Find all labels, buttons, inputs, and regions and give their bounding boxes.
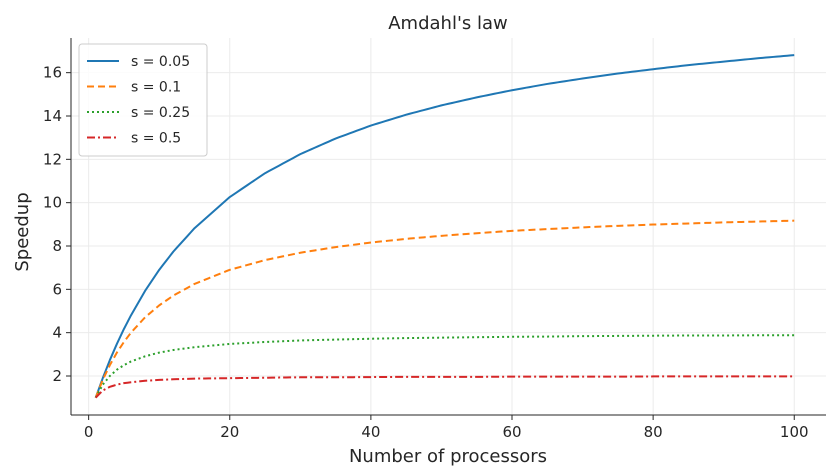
y-tick-label: 12 [43, 150, 62, 168]
grid-layer [71, 38, 826, 415]
y-axis-ticks: 2 4 6 8 10 12 14 16 [43, 64, 71, 385]
x-axis-ticks: 0 20 40 60 80 100 [84, 415, 809, 441]
legend-label: s = 0.05 [131, 54, 190, 70]
series-line [94, 334, 795, 399]
x-tick-label: 100 [780, 423, 809, 441]
axes-layer [70, 38, 826, 416]
x-axis-label: Number of processors [349, 446, 547, 467]
y-axis-label: Speedup [12, 192, 33, 271]
legend-label: s = 0.5 [131, 131, 181, 147]
legend-label: s = 0.1 [131, 80, 181, 96]
x-tick-label: 60 [502, 423, 521, 441]
series-line [94, 375, 795, 399]
series-line [94, 54, 795, 399]
legend-label: s = 0.25 [131, 105, 190, 121]
y-tick-label: 4 [52, 324, 62, 342]
y-tick-label: 2 [52, 367, 62, 385]
y-tick-label: 14 [43, 107, 62, 125]
x-tick-label: 40 [361, 423, 380, 441]
x-tick-label: 80 [644, 423, 663, 441]
series-line [94, 219, 795, 399]
y-tick-label: 8 [52, 237, 62, 255]
legend: s = 0.05 s = 0.1 s = 0.25 s = 0.5 [78, 43, 208, 157]
y-tick-label: 10 [43, 194, 62, 212]
y-tick-label: 6 [52, 280, 62, 298]
x-tick-label: 20 [220, 423, 239, 441]
series-layer [94, 54, 795, 399]
chart-title: Amdahl's law [388, 13, 508, 34]
legend-frame [78, 43, 208, 157]
y-tick-label: 16 [43, 64, 62, 82]
x-tick-label: 0 [84, 423, 94, 441]
